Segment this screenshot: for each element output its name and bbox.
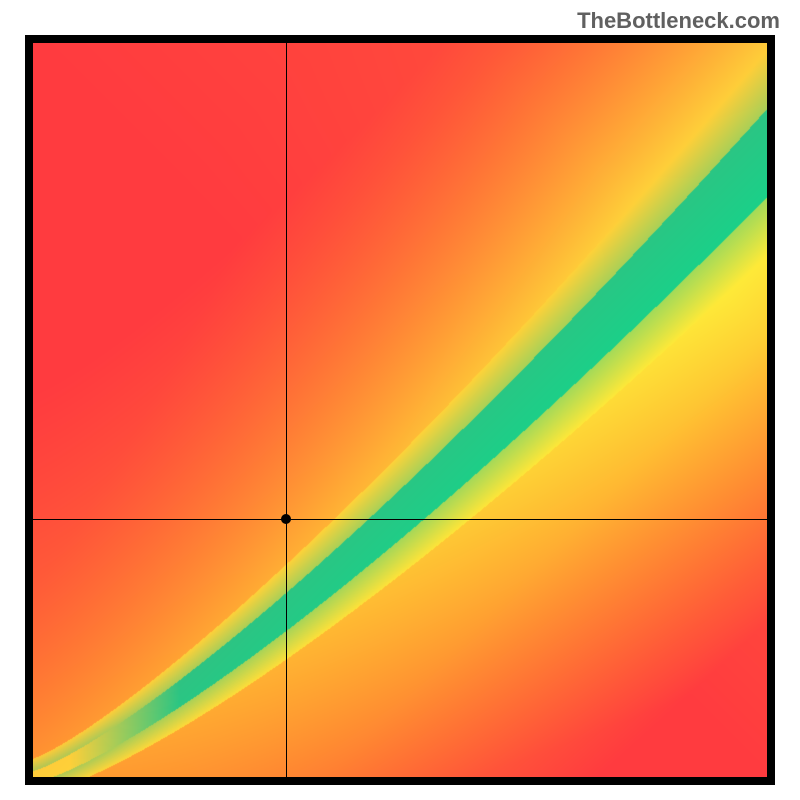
chart-wrapper: TheBottleneck.com — [0, 0, 800, 800]
watermark-text: TheBottleneck.com — [577, 8, 780, 34]
heatmap-canvas — [33, 43, 767, 777]
crosshair-marker — [281, 514, 291, 524]
plot-frame — [25, 35, 775, 785]
plot-area — [33, 43, 767, 777]
crosshair-horizontal — [33, 519, 767, 520]
crosshair-vertical — [286, 43, 287, 777]
